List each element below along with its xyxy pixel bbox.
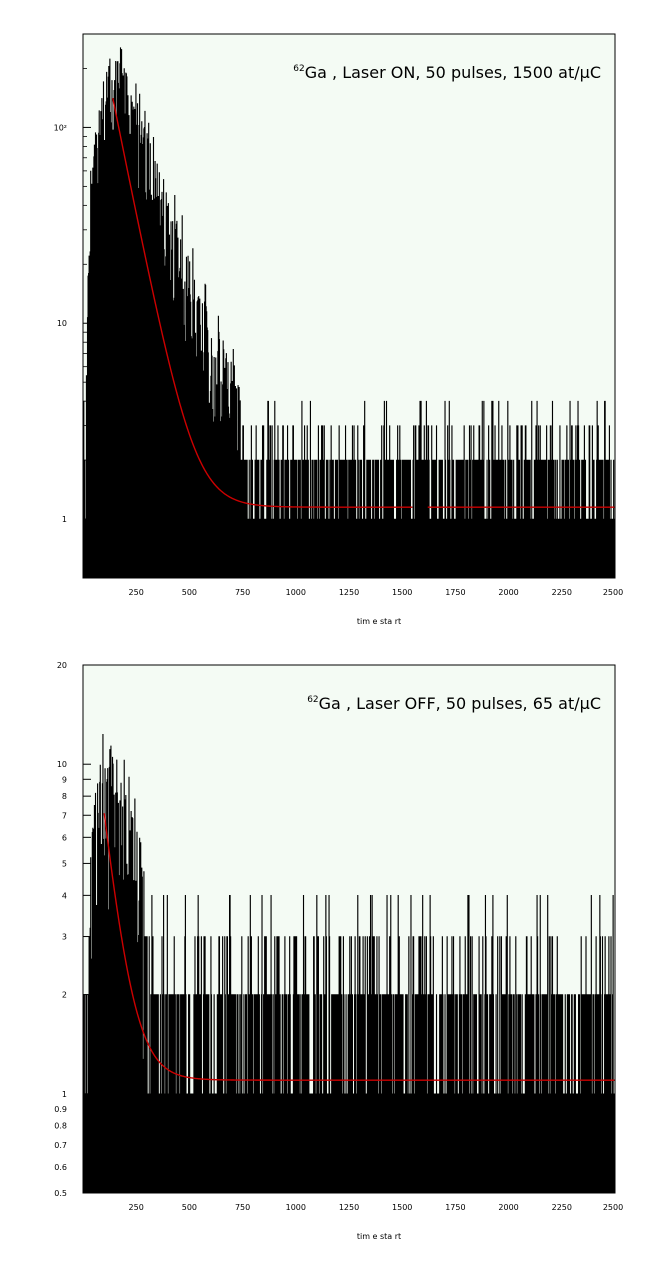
x-tick-label: 2500 bbox=[603, 588, 623, 597]
x-tick-label: 1000 bbox=[286, 588, 306, 597]
x-tick-label: 1500 bbox=[392, 588, 412, 597]
x-tick-label: 1250 bbox=[339, 1203, 359, 1212]
y-tick-label: 0.6 bbox=[54, 1163, 67, 1172]
x-tick-label: 2000 bbox=[498, 1203, 518, 1212]
y-tick-label: 0.9 bbox=[54, 1105, 67, 1114]
chart-title: 62Ga , Laser OFF, 50 pulses, 65 at/µC bbox=[307, 694, 601, 713]
x-tick-label: 2250 bbox=[552, 1203, 572, 1212]
y-tick-label: 9 bbox=[62, 775, 67, 784]
y-tick-label: 1 bbox=[62, 515, 67, 524]
y-tick-label: 3 bbox=[62, 933, 67, 942]
x-tick-label: 750 bbox=[235, 1203, 250, 1212]
x-tick-label: 500 bbox=[182, 1203, 197, 1212]
y-tick-label: 0.8 bbox=[54, 1122, 67, 1131]
y-tick-label: 10 bbox=[57, 319, 67, 328]
y-tick-label: 20 bbox=[57, 661, 67, 670]
x-tick-label: 1750 bbox=[445, 588, 465, 597]
x-tick-label: 2500 bbox=[603, 1203, 623, 1212]
chart-title: 62Ga , Laser ON, 50 pulses, 1500 at/µC bbox=[293, 63, 601, 82]
x-tick-label: 2250 bbox=[552, 588, 572, 597]
x-tick-label: 1000 bbox=[286, 1203, 306, 1212]
title-superscript: 62 bbox=[307, 695, 318, 705]
fit-curve bbox=[112, 97, 615, 508]
x-tick-label: 1250 bbox=[339, 588, 359, 597]
title-text: Ga , Laser ON, 50 pulses, 1500 at/µC bbox=[305, 63, 601, 82]
x-axis-label: tim e sta rt bbox=[357, 1232, 401, 1241]
title-superscript: 62 bbox=[293, 64, 304, 74]
x-tick-label: 1500 bbox=[392, 1203, 412, 1212]
y-tick-label: 10² bbox=[54, 123, 67, 132]
x-axis: 250 500 750 1000 1250 1500 1750 2000 2250 2500 bbox=[93, 1185, 623, 1212]
y-axis: 0.5 0.6 0.7 0.8 0.9 1 2 3 4 5 6 7 8 9 10 20 bbox=[54, 661, 91, 1198]
y-tick-label: 1 bbox=[62, 1090, 67, 1099]
y-axis: 1 10 10² bbox=[54, 68, 91, 524]
x-tick-label: 750 bbox=[235, 588, 250, 597]
fit-line bbox=[112, 97, 413, 508]
y-tick-label: 7 bbox=[62, 811, 67, 820]
chart-laser-on: 250 500 750 1000 1250 1500 1750 2000 2250 2500 11… bbox=[54, 33, 623, 626]
fit-line bbox=[103, 813, 615, 1081]
chart-laser-off: 250 500 750 1000 1250 1500 1750 2000 2250 2500 0.… bbox=[54, 661, 623, 1241]
x-axis: 250 500 750 1000 1250 1500 1750 2000 2250 2500 bbox=[93, 570, 623, 597]
y-tick-label: 5 bbox=[62, 859, 67, 868]
y-tick-label: 8 bbox=[62, 792, 67, 801]
x-tick-label: 250 bbox=[129, 588, 144, 597]
x-tick-label: 2000 bbox=[498, 588, 518, 597]
title-text: Ga , Laser OFF, 50 pulses, 65 at/µC bbox=[319, 694, 601, 713]
x-tick-label: 1750 bbox=[445, 1203, 465, 1212]
y-tick-label: 2 bbox=[62, 991, 67, 1000]
y-tick-label: 10 bbox=[57, 760, 67, 769]
y-tick-label: 4 bbox=[62, 891, 67, 900]
y-tick-label: 0.5 bbox=[54, 1189, 67, 1198]
x-tick-label: 500 bbox=[182, 588, 197, 597]
x-tick-label: 250 bbox=[129, 1203, 144, 1212]
fit-curve bbox=[103, 813, 615, 1081]
y-tick-label: 0.7 bbox=[54, 1141, 67, 1150]
x-axis-label: tim e sta rt bbox=[357, 617, 401, 626]
y-tick-label: 6 bbox=[62, 833, 67, 842]
